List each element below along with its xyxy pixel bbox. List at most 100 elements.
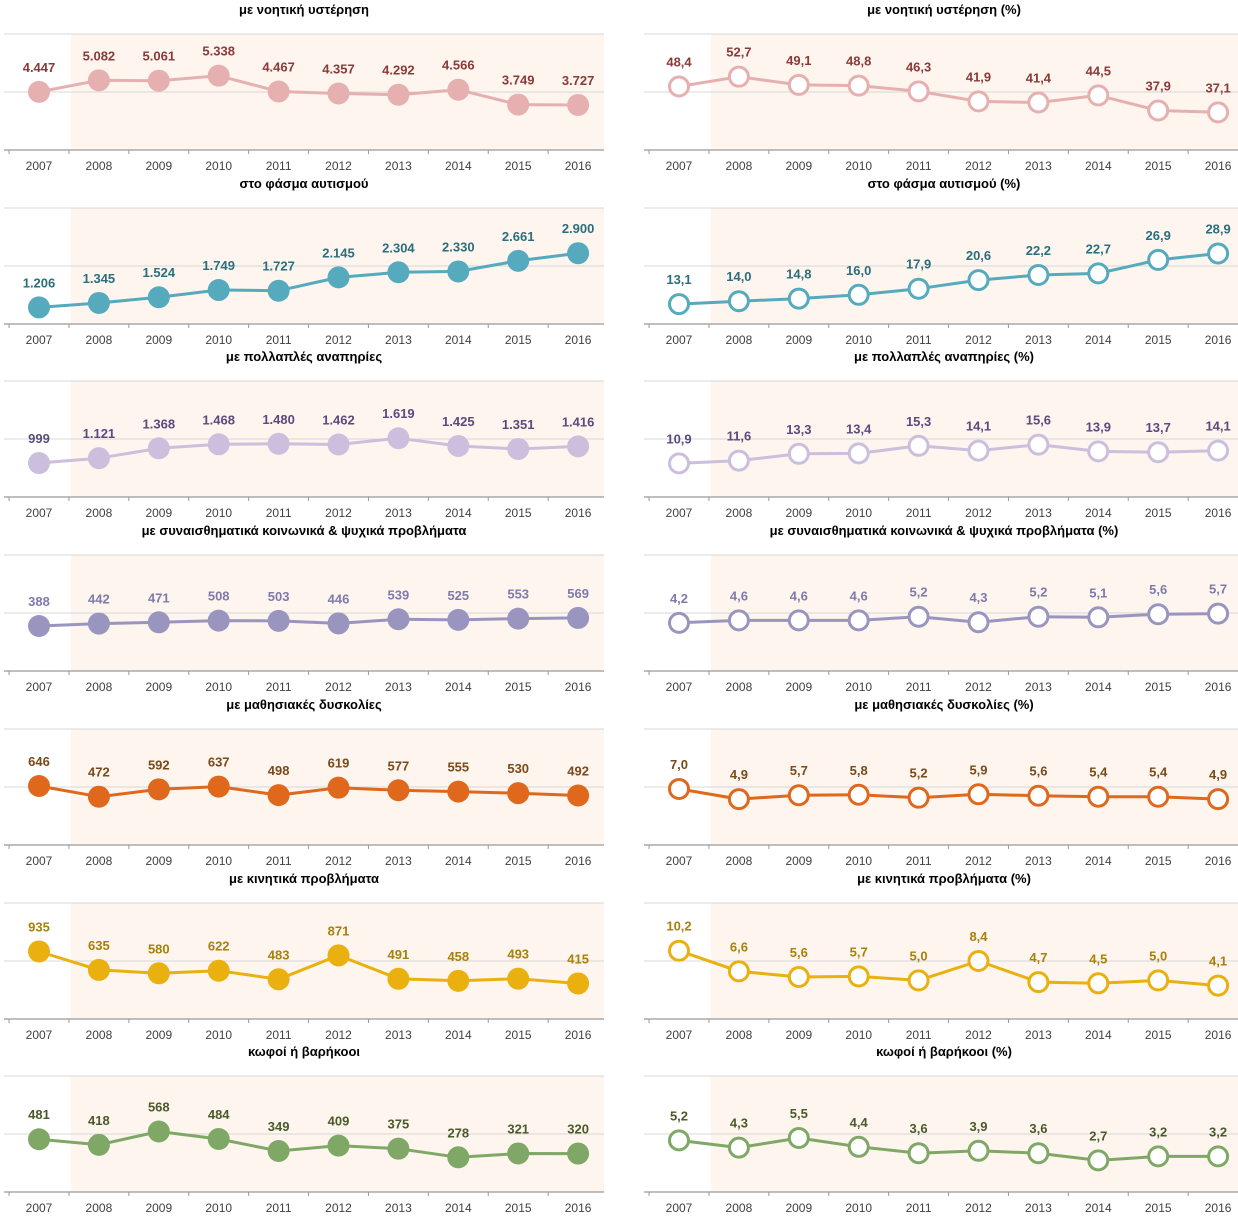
data-label: 320 bbox=[567, 1122, 589, 1137]
data-point bbox=[727, 959, 750, 982]
series-line bbox=[678, 75, 1219, 114]
data-point bbox=[207, 433, 230, 456]
x-tick-label: 2010 bbox=[205, 680, 232, 694]
data-point bbox=[267, 967, 290, 990]
x-tick-label: 2008 bbox=[86, 1201, 113, 1215]
x-tick-label: 2009 bbox=[785, 1028, 812, 1042]
data-point bbox=[147, 437, 170, 460]
data-label: 5.082 bbox=[83, 48, 116, 63]
data-point bbox=[847, 283, 870, 306]
x-tick-label: 2016 bbox=[1205, 1201, 1232, 1215]
x-tick-label: 2008 bbox=[726, 333, 753, 347]
x-tick-label: 2015 bbox=[1145, 680, 1172, 694]
data-point bbox=[967, 90, 990, 113]
data-point bbox=[787, 965, 810, 988]
data-label: 5.061 bbox=[143, 49, 176, 64]
data-label: 14,1 bbox=[966, 419, 991, 434]
series-line bbox=[678, 948, 1219, 987]
x-tick-label: 2013 bbox=[1025, 159, 1052, 173]
data-label: 7,0 bbox=[670, 757, 688, 772]
data-label: 13,7 bbox=[1146, 421, 1171, 436]
line-chart: 4,2 2007 4,6 2008 4,6 2009 4,6 2010 5,2 2011 4,3 20… bbox=[644, 554, 1238, 694]
data-label: 15,6 bbox=[1026, 413, 1051, 428]
x-tick-label: 2011 bbox=[266, 333, 292, 347]
data-label: 3,9 bbox=[969, 1119, 987, 1134]
data-point bbox=[267, 433, 290, 456]
data-point bbox=[387, 967, 410, 990]
x-tick-label: 2013 bbox=[1025, 506, 1052, 520]
data-label: 4,4 bbox=[850, 1115, 869, 1130]
x-tick-label: 2012 bbox=[325, 1028, 352, 1042]
data-label: 16,0 bbox=[846, 262, 871, 277]
data-label: 525 bbox=[447, 588, 469, 603]
x-tick-label: 2011 bbox=[266, 1201, 292, 1215]
data-point bbox=[267, 609, 290, 632]
data-point bbox=[327, 943, 350, 966]
data-label: 646 bbox=[28, 754, 50, 769]
x-tick-label: 2007 bbox=[666, 1201, 693, 1215]
series-line bbox=[678, 1136, 1219, 1163]
x-tick-label: 2013 bbox=[385, 1201, 412, 1215]
x-tick-label: 2012 bbox=[965, 680, 992, 694]
data-point bbox=[1147, 441, 1170, 464]
data-label: 41,4 bbox=[1026, 71, 1052, 86]
data-label: 503 bbox=[268, 589, 290, 604]
x-tick-label: 2013 bbox=[385, 1028, 412, 1042]
data-point bbox=[87, 69, 110, 92]
data-label: 44,5 bbox=[1086, 63, 1111, 78]
data-label: 1.121 bbox=[83, 427, 116, 442]
x-tick-label: 2015 bbox=[1145, 159, 1172, 173]
data-point bbox=[1087, 606, 1110, 629]
x-tick-label: 2008 bbox=[726, 1028, 753, 1042]
data-label: 22,7 bbox=[1086, 241, 1111, 256]
data-point bbox=[1207, 1145, 1230, 1168]
chart-title: με συναισθηματικά κοινωνικά & ψυχικά προ… bbox=[141, 523, 467, 539]
chart-panel: 1.206 2007 1.345 2008 1.524 2009 1.749 2010 1.72… bbox=[4, 174, 604, 348]
x-tick-label: 2008 bbox=[86, 680, 113, 694]
data-point bbox=[207, 609, 230, 632]
data-point bbox=[907, 968, 930, 991]
data-label: 5,4 bbox=[1089, 764, 1108, 779]
x-tick-label: 2012 bbox=[965, 1028, 992, 1042]
data-label: 28,9 bbox=[1205, 221, 1230, 236]
data-label: 4,9 bbox=[730, 767, 748, 782]
x-tick-label: 2016 bbox=[1205, 1028, 1232, 1042]
data-point bbox=[447, 969, 470, 992]
x-tick-label: 2014 bbox=[1085, 854, 1112, 868]
x-tick-label: 2010 bbox=[205, 1201, 232, 1215]
x-tick-label: 2010 bbox=[845, 333, 872, 347]
data-label: 1.416 bbox=[562, 415, 595, 430]
data-point bbox=[967, 611, 990, 634]
data-label: 492 bbox=[567, 763, 589, 778]
data-point bbox=[1027, 784, 1050, 807]
x-tick-label: 2014 bbox=[1085, 159, 1112, 173]
data-point bbox=[1087, 84, 1110, 107]
data-label: 577 bbox=[388, 758, 410, 773]
data-point bbox=[727, 289, 750, 312]
data-label: 4.357 bbox=[322, 62, 355, 77]
x-tick-label: 2016 bbox=[565, 854, 592, 868]
data-label: 568 bbox=[148, 1100, 170, 1115]
x-tick-label: 2015 bbox=[505, 333, 532, 347]
data-point bbox=[507, 1142, 530, 1165]
data-point bbox=[447, 435, 470, 458]
x-tick-label: 2014 bbox=[445, 1028, 472, 1042]
data-point bbox=[668, 75, 690, 98]
data-point bbox=[1147, 785, 1170, 808]
x-tick-label: 2014 bbox=[445, 680, 472, 694]
data-point bbox=[668, 777, 690, 800]
chart-title: στο φάσμα αυτισμού (%) bbox=[867, 175, 1021, 191]
chart-title: κωφοί ή βαρήκοοι bbox=[247, 1044, 361, 1060]
data-point bbox=[267, 783, 290, 806]
data-label: 4,9 bbox=[1209, 767, 1227, 782]
data-point bbox=[1087, 785, 1110, 808]
x-tick-label: 2007 bbox=[666, 1028, 693, 1042]
data-point bbox=[1147, 248, 1170, 271]
data-point bbox=[28, 615, 50, 638]
data-label: 17,9 bbox=[906, 256, 931, 271]
x-tick-label: 2013 bbox=[385, 333, 412, 347]
data-label: 999 bbox=[28, 431, 50, 446]
chart-title: με κινητικά προβλήματα bbox=[228, 870, 380, 886]
series-line bbox=[38, 74, 579, 107]
series-line bbox=[38, 437, 579, 465]
